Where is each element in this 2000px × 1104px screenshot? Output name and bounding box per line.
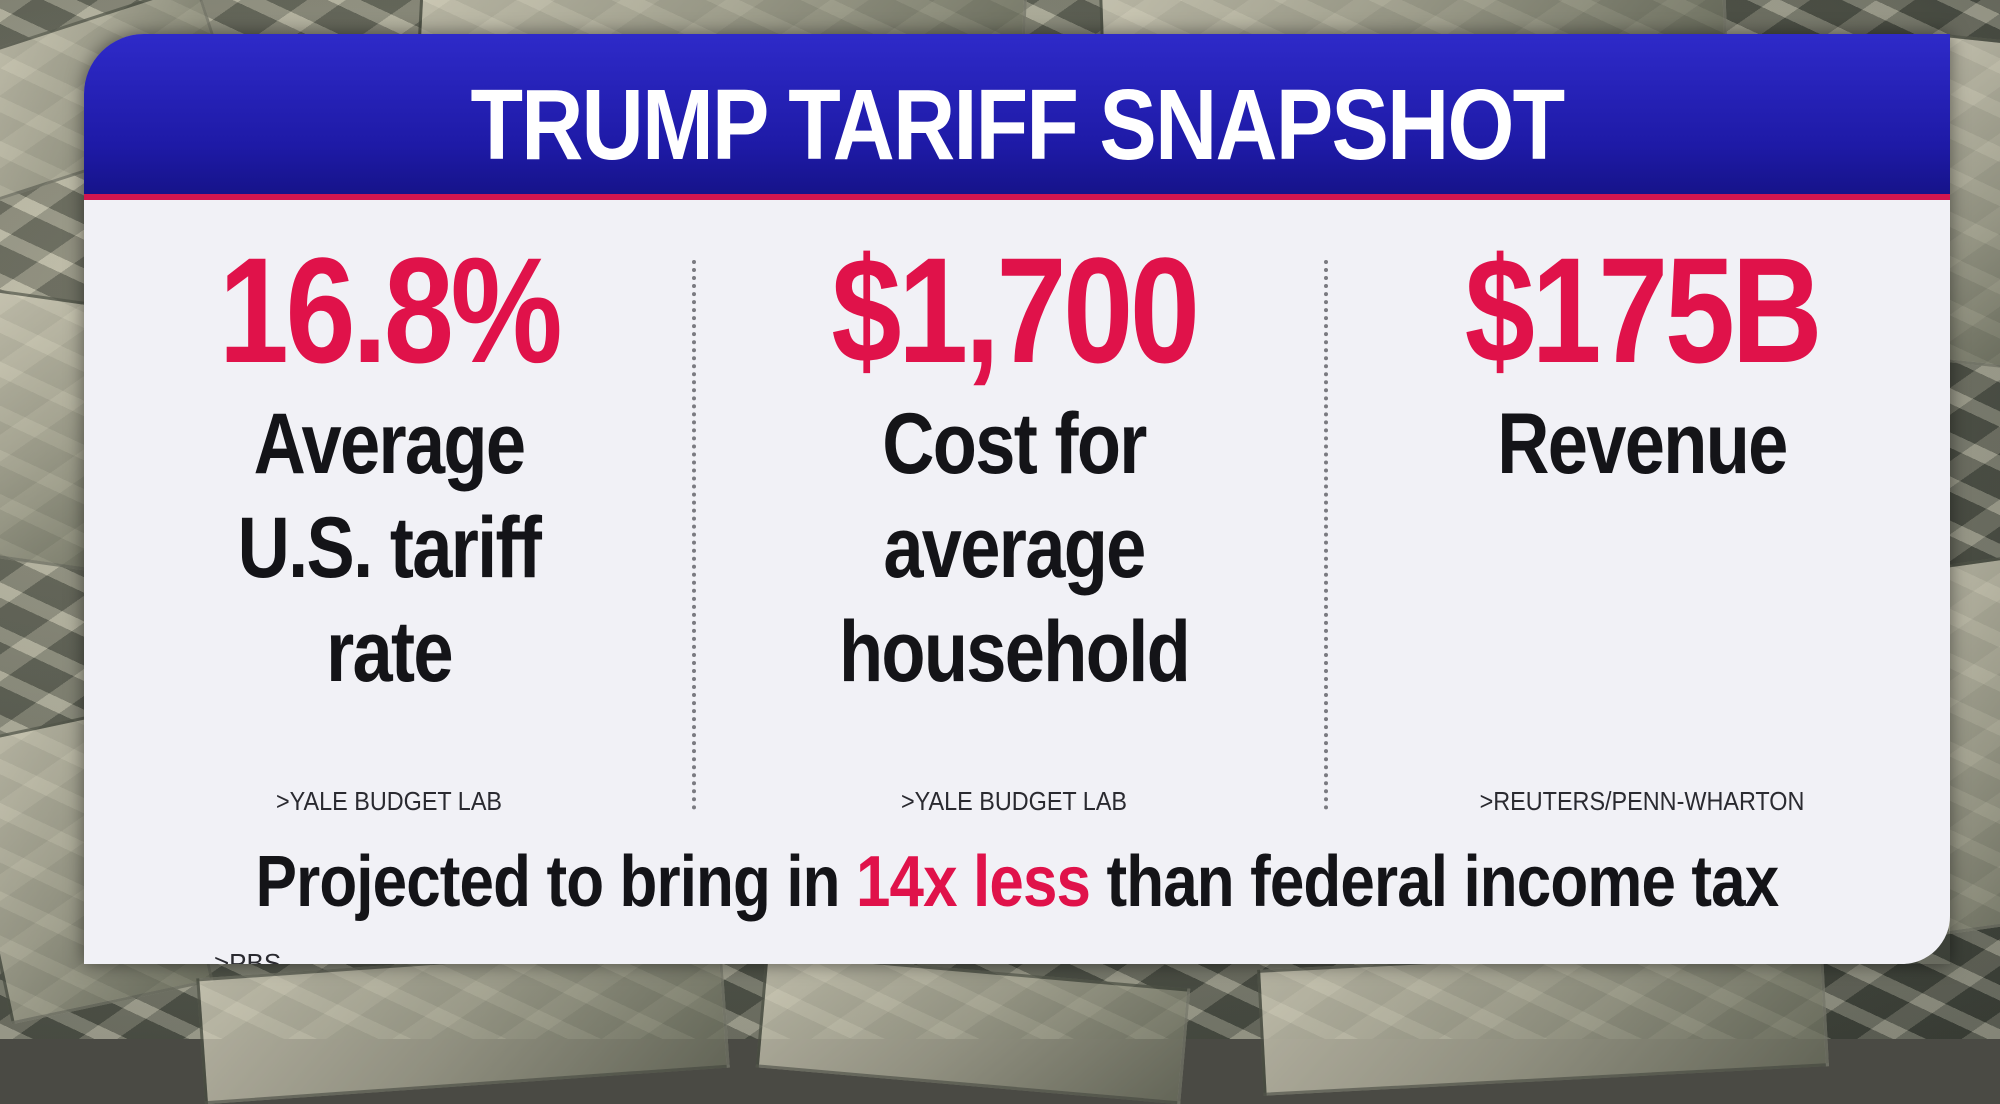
stat-label-line: average (883, 500, 1146, 596)
banknote-image (196, 941, 730, 1104)
stat-column-revenue: $175B Revenue >REUTERS/PENN-WHARTON (1334, 200, 1950, 816)
tariff-snapshot-card: TRUMP TARIFF SNAPSHOT 16.8% Average U.S.… (84, 34, 1950, 964)
stat-source: >YALE BUDGET LAB (900, 786, 1128, 816)
stat-source: >YALE BUDGET LAB (275, 786, 503, 816)
stat-label-line: Cost for (882, 396, 1147, 492)
stat-source: >REUTERS/PENN-WHARTON (1479, 786, 1805, 816)
card-body: 16.8% Average U.S. tariff rate >YALE BUD… (84, 200, 1950, 964)
footer-statement: Projected to bring in 14x less than fede… (215, 840, 1820, 924)
column-divider (1324, 260, 1328, 810)
stat-label-line: household (838, 604, 1191, 700)
footer-text-before: Projected to bring in (255, 842, 856, 922)
stat-label-line: rate (326, 604, 453, 700)
stat-value: 16.8% (218, 226, 563, 394)
card-header: TRUMP TARIFF SNAPSHOT (84, 34, 1950, 194)
footer-text-after: than federal income tax (1090, 842, 1779, 922)
stat-label: Average U.S. tariff rate (133, 392, 645, 704)
stat-label-line: Average (253, 396, 526, 492)
stat-label: Cost for average household (745, 392, 1283, 704)
stat-label-line: Revenue (1497, 396, 1788, 492)
stat-value: $1,700 (831, 226, 1200, 394)
stat-label-line: U.S. tariff (237, 500, 542, 596)
footer-highlight: 14x less (855, 842, 1091, 922)
header-accent-stripe (84, 194, 1950, 200)
column-divider (692, 260, 696, 810)
banknote-image (755, 951, 1191, 1104)
footer-source: >PBS (214, 948, 282, 964)
card-title: TRUMP TARIFF SNAPSHOT (470, 69, 1565, 181)
stat-column-tariff-rate: 16.8% Average U.S. tariff rate >YALE BUD… (84, 200, 694, 816)
stat-column-household-cost: $1,700 Cost for average household >YALE … (694, 200, 1334, 816)
stat-label: Revenue (1383, 392, 1900, 496)
stat-value: $175B (1464, 226, 1823, 394)
